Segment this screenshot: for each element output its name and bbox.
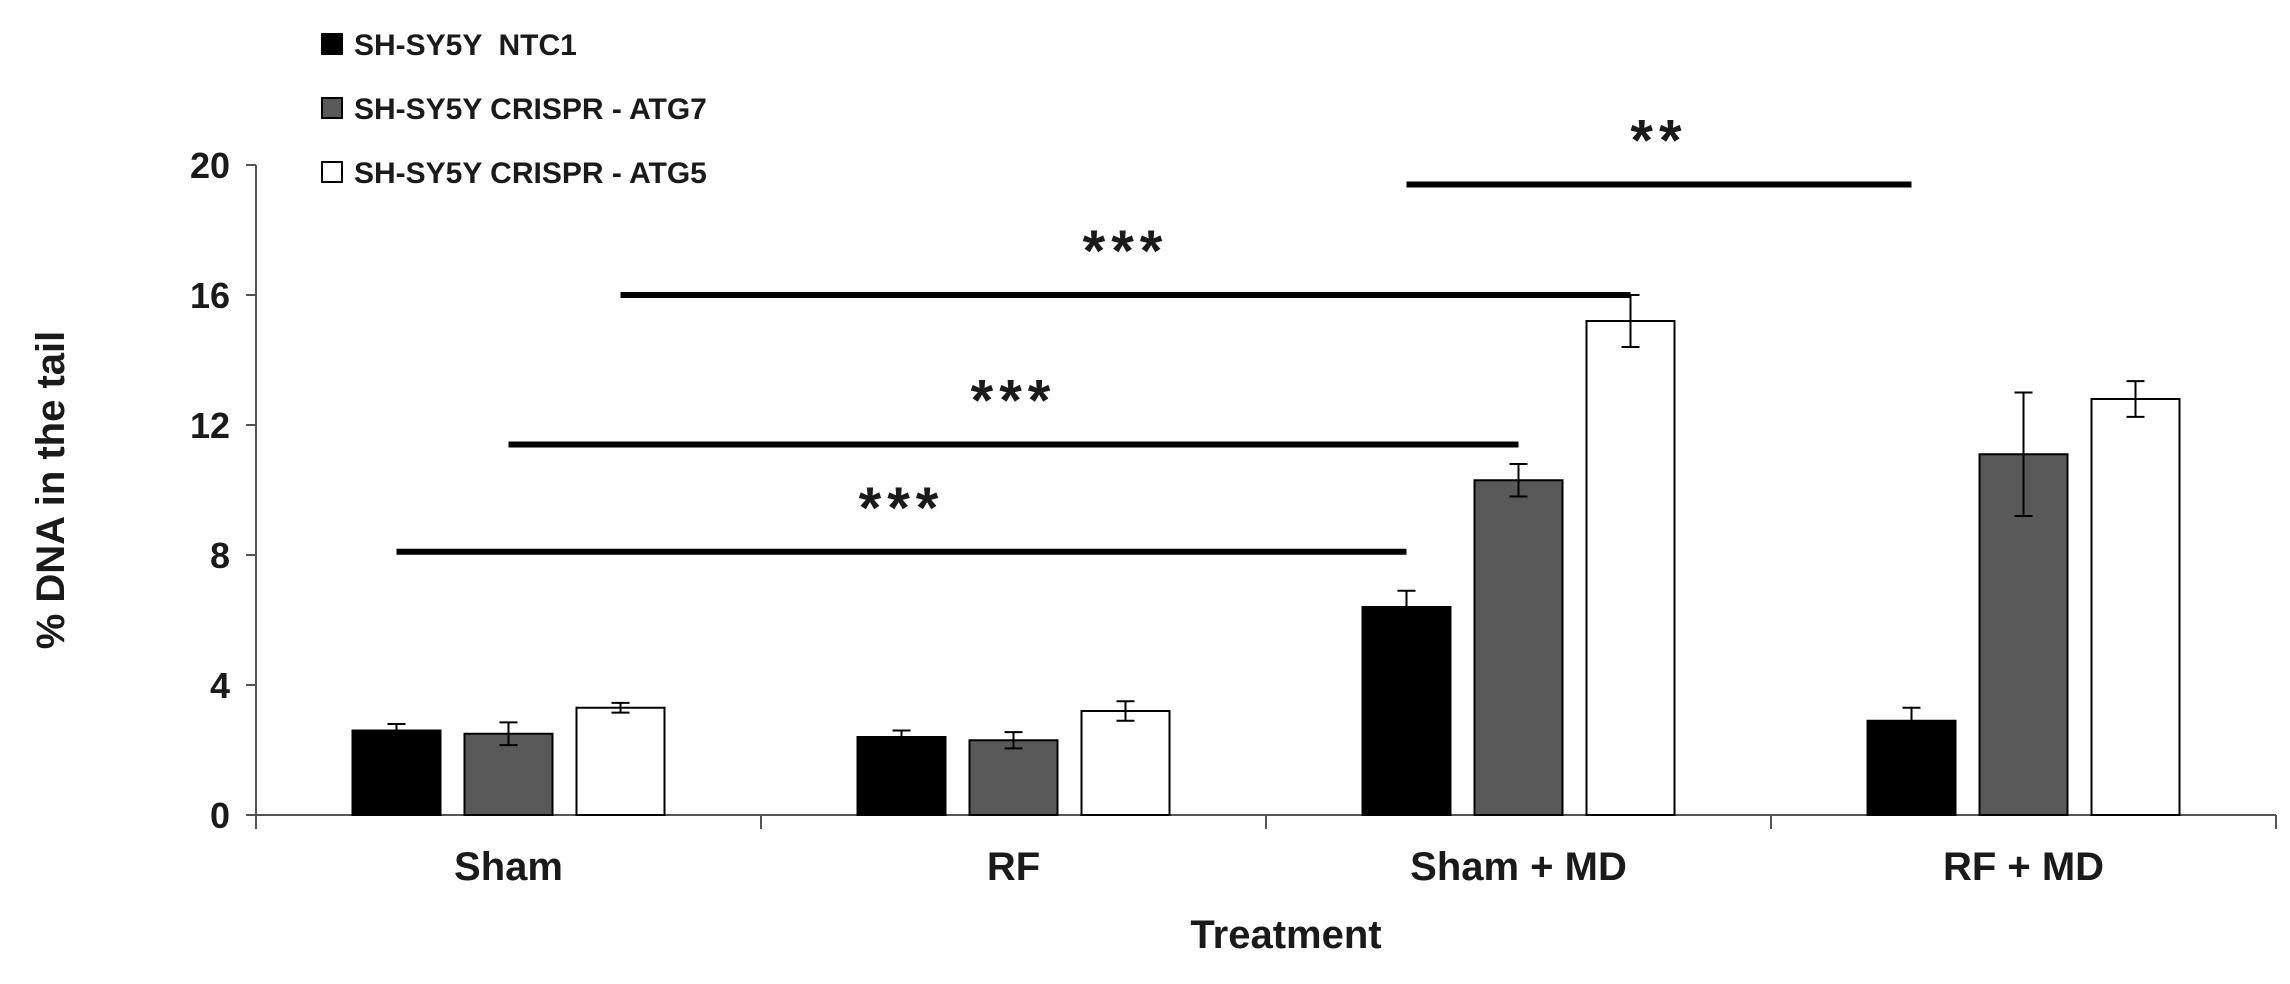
x-category-label: Sham + MD [1410,845,1627,889]
y-tick-label: 0 [210,795,230,836]
bar [1473,479,1564,816]
y-axis-title: % DNA in the tail [29,331,73,650]
y-tick-label: 16 [190,275,230,316]
bars-group [351,320,2181,816]
legend-label: SH-SY5Y CRISPR - ATG5 [354,157,707,190]
significance-group: *********** [396,109,1912,555]
bar [1361,606,1452,816]
axis-text-group: 0 4 8 12 16 20 Sham RF Sham + MD RF + MD Treatment… [29,145,2104,957]
bar [968,739,1059,816]
significance-label: *** [1083,219,1169,284]
error-bars-group [387,294,2145,750]
y-tick-label: 12 [190,405,230,446]
x-category-label: RF [987,845,1040,889]
x-axis-title: Treatment [1190,913,1381,957]
bar [1585,320,1676,816]
significance-label: *** [971,369,1057,434]
legend-swatch [321,97,343,119]
axes-group [246,164,2277,829]
bar [856,736,947,816]
legend-swatch [321,161,343,183]
legend-swatch [321,33,343,55]
bar [1866,719,1957,816]
bar [575,706,666,816]
bar [1080,710,1171,816]
legend-label: SH-SY5Y NTC1 [354,29,577,62]
y-tick-label: 20 [190,145,230,186]
y-tick-label: 4 [210,665,230,706]
x-category-label: Sham [454,845,563,889]
legend-group: SH-SY5Y NTC1 SH-SY5Y CRISPR - ATG7 SH-SY5Y… [321,29,707,190]
legend-label: SH-SY5Y CRISPR - ATG7 [354,93,707,126]
x-category-label: RF + MD [1943,845,2104,889]
bar [463,732,554,816]
significance-label: *** [859,476,945,541]
significance-label: ** [1630,109,1687,174]
y-tick-label: 8 [210,535,230,576]
bar [351,729,442,816]
bar [1978,453,2069,816]
bar [2090,398,2181,816]
